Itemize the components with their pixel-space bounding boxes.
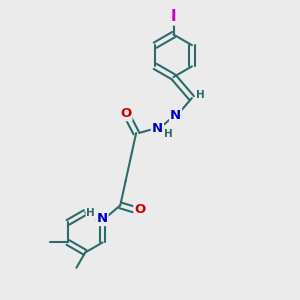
Text: O: O xyxy=(120,107,131,120)
Text: I: I xyxy=(171,9,176,24)
Text: N: N xyxy=(96,212,108,225)
Text: O: O xyxy=(134,203,146,216)
Text: H: H xyxy=(86,208,95,218)
Text: H: H xyxy=(196,90,204,100)
Text: H: H xyxy=(164,129,173,139)
Text: N: N xyxy=(152,122,163,135)
Text: N: N xyxy=(170,109,181,122)
